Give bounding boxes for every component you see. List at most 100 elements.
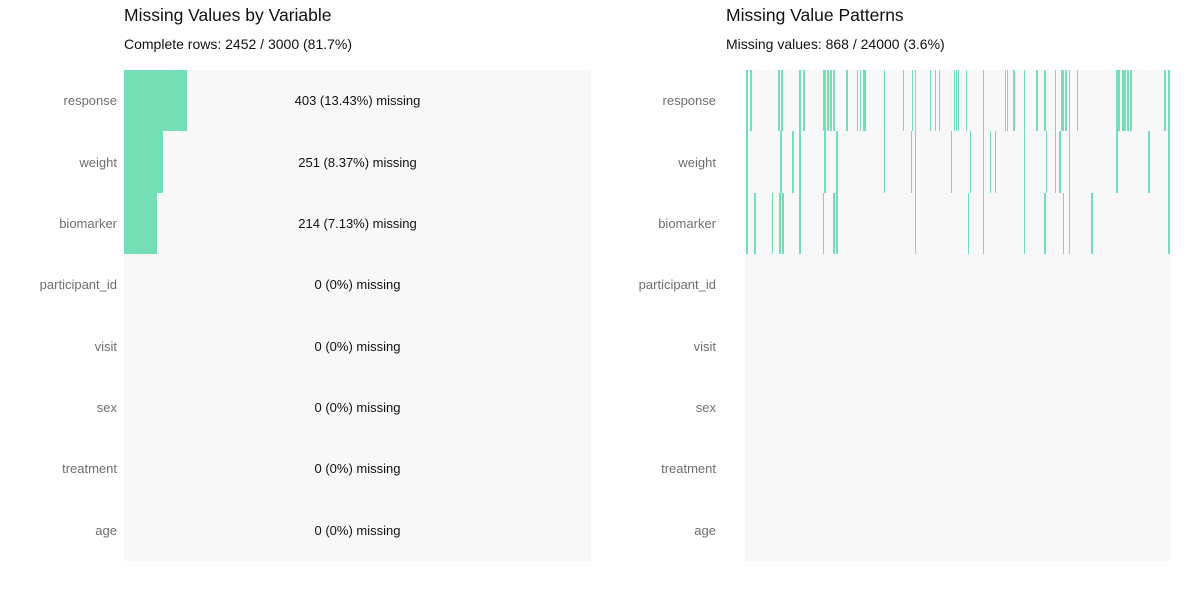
missing-tick: [1116, 131, 1118, 193]
missing-tick: [1068, 131, 1071, 193]
missing-tick: [859, 70, 862, 132]
missing-tick: [830, 70, 832, 132]
missing-tick: [778, 70, 780, 132]
missing-tick: [1118, 70, 1120, 132]
missing-annotation-sex: 0 (0%) missing: [314, 400, 401, 416]
right-row-label-visit: visit: [693, 338, 716, 354]
missing-tick: [754, 192, 756, 255]
right-row-label-age: age: [694, 522, 716, 538]
missing-annotation-response: 403 (13.43%) missing: [294, 93, 421, 109]
missing-annotation-treatment: 0 (0%) missing: [314, 461, 401, 477]
missing-tick: [1023, 131, 1026, 193]
missing-tick: [1054, 70, 1057, 132]
right-row-label-biomarker: biomarker: [658, 215, 716, 231]
missing-tick: [914, 70, 917, 132]
missing-tick: [902, 70, 905, 132]
missing-tick: [1044, 192, 1046, 255]
missing-tick: [1004, 70, 1007, 132]
right-chart-subtitle: Missing values: 868 / 24000 (3.6%): [726, 36, 945, 52]
missing-tick: [746, 131, 748, 193]
missing-bar-response: [124, 70, 187, 132]
missing-tick: [1168, 192, 1170, 255]
missing-tick: [862, 70, 865, 132]
missing-tick: [824, 131, 826, 193]
missing-tick: [967, 192, 970, 255]
left-chart-title: Missing Values by Variable: [124, 5, 332, 25]
left-row-label-weight: weight: [79, 154, 117, 170]
missing-tick: [750, 70, 752, 132]
missing-tick: [1065, 70, 1067, 132]
missing-tick: [781, 70, 783, 132]
missing-tick: [989, 131, 992, 193]
missing-tick: [1091, 192, 1093, 255]
missing-tick: [836, 192, 838, 255]
right-row-label-participant_id: participant_id: [638, 277, 716, 293]
missing-tick: [1076, 70, 1079, 132]
missing-tick: [836, 131, 838, 193]
missing-tick: [1168, 131, 1170, 193]
left-chart-subtitle: Complete rows: 2452 / 3000 (81.7%): [124, 36, 353, 52]
missing-tick: [833, 192, 835, 255]
missing-tick: [799, 131, 801, 193]
missing-tick: [799, 192, 801, 255]
missing-tick: [955, 70, 958, 132]
left-plot-area: [124, 70, 591, 561]
missing-tick: [1062, 70, 1065, 132]
right-row-label-treatment: treatment: [661, 461, 716, 477]
missing-tick: [803, 70, 805, 132]
left-row-label-response: response: [63, 93, 117, 109]
missing-tick: [1068, 192, 1071, 255]
missing-tick: [910, 131, 913, 193]
missing-tick: [1062, 192, 1065, 255]
missing-tick: [1116, 70, 1118, 132]
left-row-label-age: age: [95, 522, 117, 538]
missing-tick: [824, 70, 826, 132]
missing-tick: [911, 70, 914, 132]
missing-tick: [827, 70, 829, 132]
right-row-label-sex: sex: [695, 400, 716, 416]
missing-bar-weight: [124, 131, 164, 193]
missing-tick: [914, 131, 917, 193]
missing-tick: [965, 70, 968, 132]
missing-tick: [771, 192, 773, 255]
left-row-label-sex: sex: [96, 400, 117, 416]
missing-tick: [1122, 70, 1124, 132]
left-row-label-visit: visit: [94, 338, 117, 354]
missing-tick: [950, 131, 953, 193]
missing-tick: [846, 70, 848, 132]
missing-tick: [929, 70, 932, 132]
missing-tick: [914, 192, 917, 255]
missing-tick: [1127, 70, 1129, 132]
missing-tick: [1168, 70, 1170, 132]
missing-annotation-participant_id: 0 (0%) missing: [314, 277, 401, 293]
missing-tick: [969, 131, 972, 193]
missing-tick: [822, 70, 825, 132]
missing-tick: [994, 131, 997, 193]
missing-tick: [1054, 131, 1057, 193]
missing-tick: [938, 70, 940, 132]
missing-tick: [779, 192, 781, 255]
right-chart-title: Missing Value Patterns: [726, 5, 904, 25]
missing-tick: [1006, 70, 1009, 132]
missing-tick: [1044, 70, 1046, 132]
missing-tick: [856, 70, 859, 132]
missing-tick: [833, 70, 835, 132]
missing-tick: [1045, 131, 1048, 193]
missing-tick: [1130, 70, 1132, 132]
missing-tick: [982, 192, 985, 255]
missing-tick: [1124, 70, 1126, 132]
missing-tick: [1036, 70, 1038, 132]
right-row-label-weight: weight: [678, 154, 716, 170]
missing-tick: [864, 70, 866, 132]
left-row-label-participant_id: participant_id: [39, 277, 117, 293]
missing-annotation-visit: 0 (0%) missing: [314, 338, 401, 354]
missing-tick: [953, 70, 956, 132]
missing-tick: [780, 131, 782, 193]
missing-tick: [1013, 70, 1015, 132]
missing-tick: [1023, 70, 1026, 132]
missing-tick: [957, 70, 960, 132]
missing-annotation-age: 0 (0%) missing: [314, 522, 401, 538]
missing-annotation-biomarker: 214 (7.13%) missing: [298, 215, 417, 231]
missing-tick: [822, 192, 825, 255]
